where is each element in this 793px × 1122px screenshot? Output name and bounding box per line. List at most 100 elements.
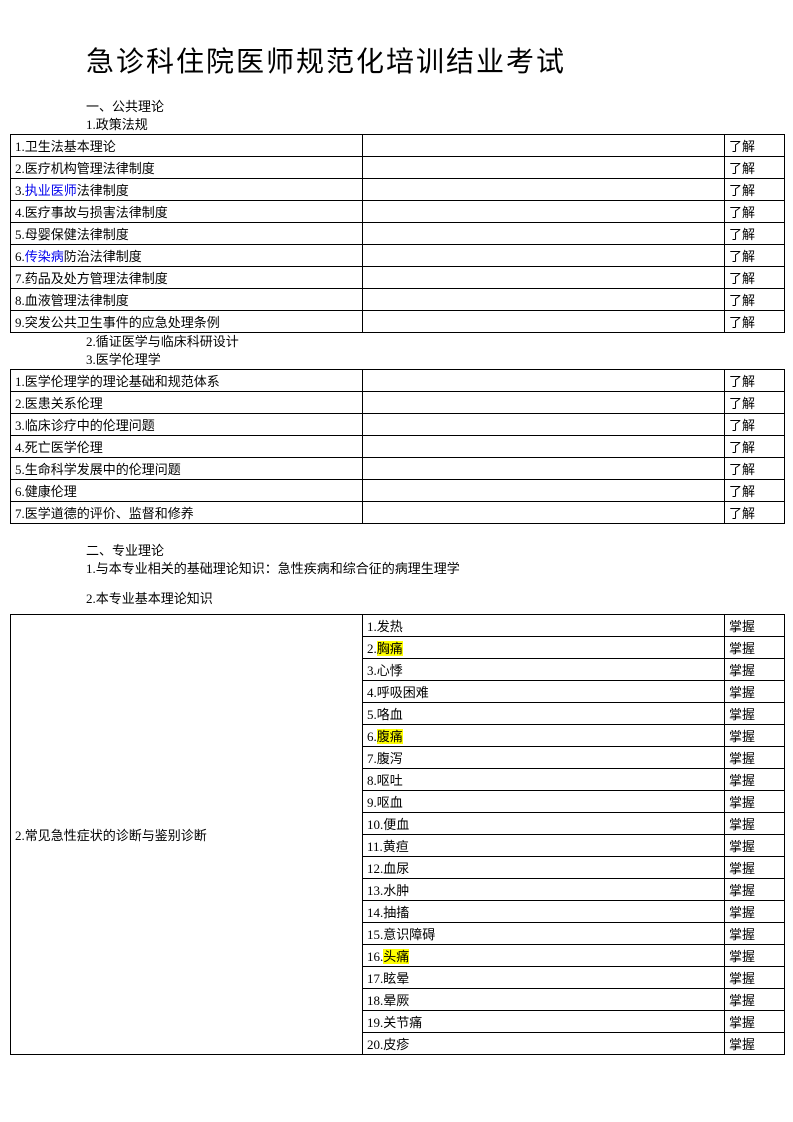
table-row: 4.死亡医学伦理了解: [11, 436, 785, 458]
table-policy-law: 1.卫生法基本理论了解2.医疗机构管理法律制度了解3.执业医师法律制度了解4.医…: [10, 134, 785, 333]
row-symptom: 12.血尿: [363, 857, 725, 879]
row-symptom: 7.腹泻: [363, 747, 725, 769]
row-empty: [363, 502, 725, 524]
section1-sub1: 1.政策法规: [86, 116, 783, 134]
row-topic: 4.医疗事故与损害法律制度: [11, 201, 363, 223]
symptom-text: 腹痛: [377, 729, 403, 744]
row-topic: 6.健康伦理: [11, 480, 363, 502]
table-row: 9.突发公共卫生事件的应急处理条例 了解: [11, 311, 785, 333]
row-level: 了解: [725, 480, 785, 502]
row-topic: 6.传染病防治法律制度: [11, 245, 363, 267]
row-level: 了解: [725, 392, 785, 414]
row-level: 掌握: [725, 967, 785, 989]
row-topic: 7.药品及处方管理法律制度: [11, 267, 363, 289]
row-level: 掌握: [725, 747, 785, 769]
row-empty: [363, 157, 725, 179]
row-level: 掌握: [725, 945, 785, 967]
row-topic: 2.医疗机构管理法律制度: [11, 157, 363, 179]
row-symptom: 6.腹痛: [363, 725, 725, 747]
row-empty: [363, 458, 725, 480]
row-symptom: 16.头痛: [363, 945, 725, 967]
row-symptom: 14.抽搐: [363, 901, 725, 923]
row-level: 了解: [725, 414, 785, 436]
row-empty: [363, 245, 725, 267]
row-empty: [363, 223, 725, 245]
row-symptom: 13.水肿: [363, 879, 725, 901]
row-level: 了解: [725, 223, 785, 245]
row-level: 了解: [725, 370, 785, 392]
row-level: 了解: [725, 267, 785, 289]
row-symptom: 2.胸痛: [363, 637, 725, 659]
row-topic: 5.生命科学发展中的伦理问题: [11, 458, 363, 480]
section1-sub3: 3.医学伦理学: [86, 351, 783, 369]
row-topic: 4.死亡医学伦理: [11, 436, 363, 458]
row-level: 掌握: [725, 1011, 785, 1033]
symptom-text: 水肿: [383, 883, 409, 898]
row-level: 掌握: [725, 813, 785, 835]
row-empty: [363, 311, 725, 333]
row-topic: 3.执业医师法律制度: [11, 179, 363, 201]
row-symptom: 1.发热: [363, 615, 725, 637]
table-row: 6.健康伦理 了解: [11, 480, 785, 502]
symptom-text: 血尿: [383, 861, 409, 876]
row-empty: [363, 135, 725, 157]
symptom-text: 意识障碍: [383, 927, 435, 942]
table-row: 1.卫生法基本理论了解: [11, 135, 785, 157]
row-level: 掌握: [725, 1033, 785, 1055]
row-level: 掌握: [725, 703, 785, 725]
table-row: 8.血液管理法律制度了解: [11, 289, 785, 311]
symptom-text: 头痛: [383, 949, 409, 964]
row-level: 掌握: [725, 857, 785, 879]
row-symptom: 20.皮疹: [363, 1033, 725, 1055]
table-row: 2.常见急性症状的诊断与鉴别诊断1.发热掌握: [11, 615, 785, 637]
table-row: 5.生命科学发展中的伦理问题了解: [11, 458, 785, 480]
section1-header: 一、公共理论: [86, 98, 783, 116]
row-symptom: 9.呕血: [363, 791, 725, 813]
row-empty: [363, 392, 725, 414]
row-category: 2.常见急性症状的诊断与鉴别诊断: [11, 615, 363, 1055]
row-level: 掌握: [725, 659, 785, 681]
row-empty: [363, 179, 725, 201]
table-row: 3.执业医师法律制度了解: [11, 179, 785, 201]
link-text[interactable]: 传染病: [25, 249, 64, 264]
row-empty: [363, 267, 725, 289]
row-empty: [363, 436, 725, 458]
row-symptom: 17.眩晕: [363, 967, 725, 989]
link-text[interactable]: 执业医师: [25, 183, 77, 198]
row-level: 了解: [725, 311, 785, 333]
table-ethics: 1.医学伦理学的理论基础和规范体系了解2.医患关系伦理了解3.临床诊疗中的伦理问…: [10, 369, 785, 524]
row-level: 掌握: [725, 637, 785, 659]
row-symptom: 4.呼吸困难: [363, 681, 725, 703]
row-symptom: 18.晕厥: [363, 989, 725, 1011]
symptom-text: 心悸: [377, 663, 403, 678]
row-level: 掌握: [725, 901, 785, 923]
table-symptoms: 2.常见急性症状的诊断与鉴别诊断1.发热掌握2.胸痛掌握3.心悸掌握4.呼吸困难…: [10, 614, 785, 1055]
section2-sub2: 2.本专业基本理论知识: [86, 590, 783, 608]
row-empty: [363, 480, 725, 502]
symptom-text: 腹泻: [377, 751, 403, 766]
row-symptom: 15.意识障碍: [363, 923, 725, 945]
row-level: 了解: [725, 502, 785, 524]
table-row: 3.临床诊疗中的伦理问题 了解: [11, 414, 785, 436]
symptom-text: 关节痛: [383, 1015, 422, 1030]
symptom-text: 皮疹: [383, 1037, 409, 1052]
row-topic: 2.医患关系伦理: [11, 392, 363, 414]
row-empty: [363, 414, 725, 436]
row-level: 了解: [725, 157, 785, 179]
table-row: 6.传染病防治法律制度了解: [11, 245, 785, 267]
row-topic: 7.医学道德的评价、监督和修养: [11, 502, 363, 524]
row-level: 掌握: [725, 769, 785, 791]
row-topic: 3.临床诊疗中的伦理问题: [11, 414, 363, 436]
symptom-text: 眩晕: [383, 971, 409, 986]
table-row: 1.医学伦理学的理论基础和规范体系 了解: [11, 370, 785, 392]
symptom-text: 呼吸困难: [377, 685, 429, 700]
symptom-text: 发热: [377, 619, 403, 634]
row-topic: 1.医学伦理学的理论基础和规范体系: [11, 370, 363, 392]
row-topic: 5.母婴保健法律制度: [11, 223, 363, 245]
row-topic: 9.突发公共卫生事件的应急处理条例: [11, 311, 363, 333]
row-symptom: 10.便血: [363, 813, 725, 835]
section2-header: 二、专业理论: [86, 542, 783, 560]
row-level: 掌握: [725, 923, 785, 945]
symptom-text: 便血: [383, 817, 409, 832]
section1-sub2: 2.循证医学与临床科研设计: [86, 333, 783, 351]
